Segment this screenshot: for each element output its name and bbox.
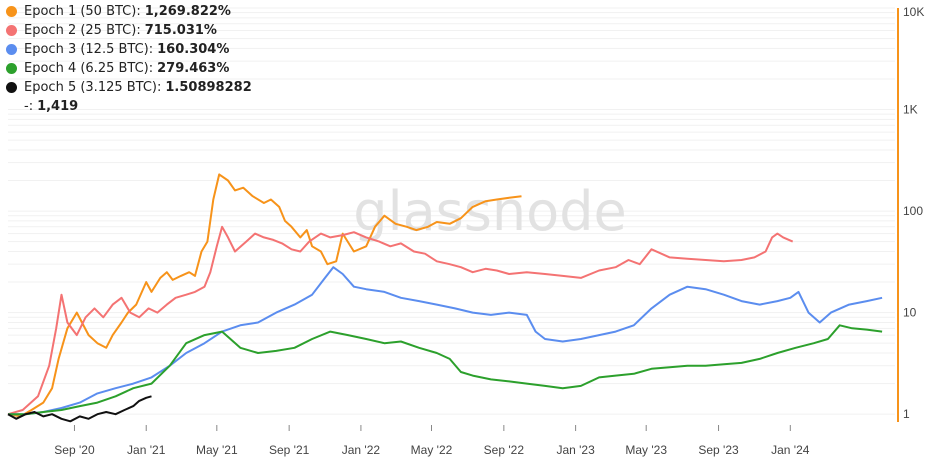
- y-tick-label: 100: [903, 204, 923, 218]
- chart-gridlines: [8, 7, 895, 415]
- y-axis-tick-labels: 1 10 100 1K 10K: [903, 5, 924, 421]
- legend-item-epoch-2[interactable]: Epoch 2 (25 BTC): 715.031%: [6, 21, 252, 40]
- x-tick-label: Sep '22: [484, 443, 525, 457]
- legend-value-epoch-3: 160.304%: [157, 42, 230, 57]
- y-tick-label: 10K: [903, 5, 924, 19]
- chart-series-group: [7, 173, 883, 423]
- x-tick-label: Jan '23: [556, 443, 595, 457]
- legend-swatch-epoch-4: [6, 63, 17, 74]
- x-tick-label: Sep '21: [269, 443, 310, 457]
- x-tick-label: May '22: [411, 443, 453, 457]
- legend-label-extra: -:: [24, 99, 34, 114]
- y-tick-label: 1K: [903, 103, 918, 117]
- legend-item-epoch-3[interactable]: Epoch 3 (12.5 BTC): 160.304%: [6, 40, 252, 59]
- legend-label-epoch-5: Epoch 5 (3.125 BTC):: [24, 80, 162, 95]
- legend-value-epoch-5: 1.50898282: [165, 80, 252, 95]
- legend-swatch-epoch-5: [6, 82, 17, 93]
- legend-value-extra: 1,419: [37, 99, 79, 114]
- x-tick-label: Jan '24: [771, 443, 810, 457]
- series-line-epoch-5-3-125-btc[interactable]: [7, 395, 152, 423]
- series-line-epoch-2-25-btc[interactable]: [7, 225, 794, 416]
- legend-item-extra: -: 1,419: [6, 97, 252, 116]
- x-tick-label: Jan '22: [342, 443, 381, 457]
- legend-value-epoch-2: 715.031%: [144, 23, 217, 38]
- glassnode-watermark: glassnode: [353, 180, 626, 243]
- legend-swatch-epoch-1: [6, 6, 17, 17]
- x-tick-label: Sep '20: [54, 443, 95, 457]
- series-line-epoch-4-6-25-btc[interactable]: [8, 324, 883, 416]
- legend-value-epoch-1: 1,269.822%: [144, 4, 231, 19]
- legend-label-epoch-1: Epoch 1 (50 BTC):: [24, 4, 141, 19]
- legend-item-epoch-5[interactable]: Epoch 5 (3.125 BTC): 1.50898282: [6, 78, 252, 97]
- chart-legend: Epoch 1 (50 BTC): 1,269.822% Epoch 2 (25…: [6, 2, 252, 116]
- y-tick-label: 10: [903, 306, 917, 320]
- y-tick-label: 1: [903, 407, 910, 421]
- series-line-epoch-1-50-btc[interactable]: [7, 173, 522, 418]
- legend-label-epoch-4: Epoch 4 (6.25 BTC):: [24, 61, 154, 76]
- x-tick-label: Jan '21: [127, 443, 166, 457]
- series-line-epoch-3-12-5-btc[interactable]: [8, 266, 883, 416]
- x-tick-label: May '23: [625, 443, 667, 457]
- legend-swatch-epoch-2: [6, 25, 17, 36]
- legend-label-epoch-2: Epoch 2 (25 BTC):: [24, 23, 141, 38]
- x-tick-label: May '21: [196, 443, 238, 457]
- legend-swatch-epoch-3: [6, 44, 17, 55]
- x-axis-tick-labels: Sep '20 Jan '21 May '21 Sep '21 Jan '22 May '…: [54, 425, 810, 457]
- legend-item-epoch-4[interactable]: Epoch 4 (6.25 BTC): 279.463%: [6, 59, 252, 78]
- legend-label-epoch-3: Epoch 3 (12.5 BTC):: [24, 42, 154, 57]
- legend-item-epoch-1[interactable]: Epoch 1 (50 BTC): 1,269.822%: [6, 2, 252, 21]
- legend-value-epoch-4: 279.463%: [157, 61, 230, 76]
- x-tick-label: Sep '23: [698, 443, 739, 457]
